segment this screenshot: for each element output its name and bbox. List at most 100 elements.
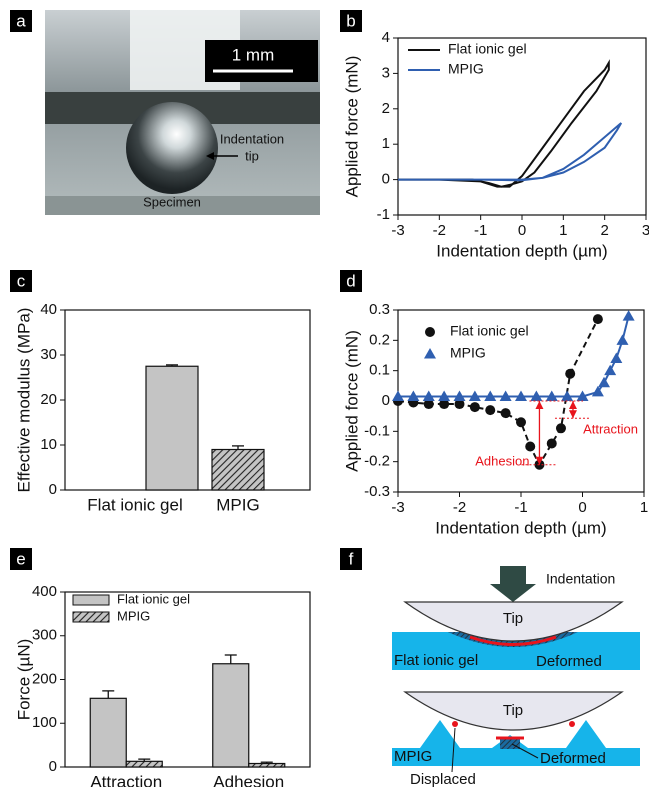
panel-label: d — [346, 271, 355, 290]
bar — [125, 760, 163, 768]
arrow-label: Indentation — [546, 571, 615, 587]
region-label: Deformed — [540, 750, 606, 767]
photo: 1 mm Indentation tip Specimen — [45, 10, 320, 215]
marker — [484, 390, 497, 401]
y-tick-label: 0.2 — [369, 331, 390, 348]
panel-label-box — [10, 10, 32, 32]
marker — [469, 402, 480, 413]
y-tick-label: -0.2 — [364, 453, 390, 470]
y-tick-label: 300 — [32, 627, 57, 644]
material-label: Flat ionic gel — [394, 652, 478, 669]
x-tick-label: 2 — [600, 222, 608, 239]
marker — [546, 438, 557, 449]
marker — [500, 408, 511, 419]
y-tick-label: 200 — [32, 670, 57, 687]
scale-box — [205, 40, 318, 82]
y-axis-label: Applied force (mN) — [342, 56, 361, 198]
panel-label-box — [340, 10, 362, 32]
legend-label: Flat ionic gel — [117, 591, 190, 606]
annotation-head — [568, 410, 577, 419]
x-tick-label: 1 — [640, 499, 648, 516]
y-tick-label: 10 — [40, 436, 57, 453]
bar — [211, 448, 265, 491]
marker — [499, 390, 512, 401]
legend-label: Flat ionic gel — [448, 41, 527, 57]
marker — [561, 390, 574, 401]
legend-label: MPIG — [448, 61, 484, 77]
marker — [407, 390, 420, 401]
leader — [451, 727, 456, 773]
marker — [422, 390, 435, 401]
panel-label: f — [349, 549, 354, 568]
pointer-label: tip — [245, 148, 259, 163]
contact — [469, 635, 557, 646]
y-tick-label: -0.1 — [364, 422, 390, 439]
legend-swatch — [424, 348, 436, 359]
y-tick-label: 0.3 — [369, 301, 390, 318]
legend-swatch — [72, 594, 110, 606]
panel-label-box — [10, 548, 32, 570]
x-tick-label: 1 — [559, 222, 567, 239]
marker — [610, 352, 623, 364]
y-tick-label: 3 — [382, 64, 390, 81]
marker — [616, 334, 629, 345]
bar — [145, 365, 199, 491]
panel-label: c — [17, 271, 26, 290]
arrow-shaft — [500, 566, 526, 584]
y-tick-label: 0.1 — [369, 362, 390, 379]
bar — [89, 697, 127, 768]
x-tick-label: -3 — [391, 222, 404, 239]
marker — [392, 390, 404, 401]
y-axis-label: Force (µN) — [14, 639, 33, 721]
tip-bottom — [403, 691, 624, 731]
region-label: Deformed — [536, 653, 602, 670]
x-tick-label: Flat ionic gel — [87, 495, 182, 514]
x-tick-label: MPIG — [216, 495, 259, 514]
x-tick-label: -1 — [514, 499, 527, 516]
tip-sphere — [126, 102, 218, 194]
y-tick-label: 0 — [49, 481, 57, 498]
marker — [622, 310, 635, 321]
x-axis-label: Indentation depth (µm) — [435, 518, 606, 537]
leader — [511, 743, 539, 759]
x-tick-label: -2 — [433, 222, 446, 239]
contact — [452, 721, 458, 727]
marker — [555, 423, 566, 434]
marker — [454, 399, 465, 410]
annotation: Attraction — [583, 421, 638, 436]
arrow-head — [490, 584, 536, 602]
tip-top — [403, 601, 624, 642]
x-tick-label: -2 — [453, 499, 466, 516]
legend-label: Flat ionic gel — [450, 323, 529, 339]
panel-label-box — [10, 270, 32, 292]
marker — [530, 390, 543, 401]
displaced-label: Displaced — [410, 771, 476, 787]
legend-swatch — [72, 611, 110, 623]
annotation: Adhesion — [475, 453, 529, 468]
marker — [468, 390, 481, 401]
annotation-head — [568, 401, 577, 409]
panel-label: e — [16, 549, 25, 568]
y-tick-label: 0 — [49, 758, 57, 775]
contact — [569, 721, 575, 727]
data-line — [398, 59, 610, 188]
x-tick-label: 3 — [642, 222, 649, 239]
bar — [212, 663, 250, 768]
marker — [515, 390, 527, 401]
marker — [485, 405, 496, 416]
panel-label: b — [346, 11, 355, 30]
marker — [598, 376, 611, 388]
pointer-head — [206, 152, 214, 160]
x-tick-label: -3 — [391, 499, 404, 516]
specimen-surface — [45, 196, 320, 215]
y-tick-label: 100 — [32, 714, 57, 731]
y-tick-label: 0 — [382, 392, 390, 409]
scale-label: 1 mm — [232, 45, 275, 64]
y-tick-label: -1 — [377, 206, 390, 223]
marker — [438, 390, 451, 401]
marker — [565, 368, 576, 379]
marker — [592, 314, 603, 325]
y-tick-label: 40 — [40, 301, 57, 318]
tip-label: Tip — [503, 702, 523, 719]
